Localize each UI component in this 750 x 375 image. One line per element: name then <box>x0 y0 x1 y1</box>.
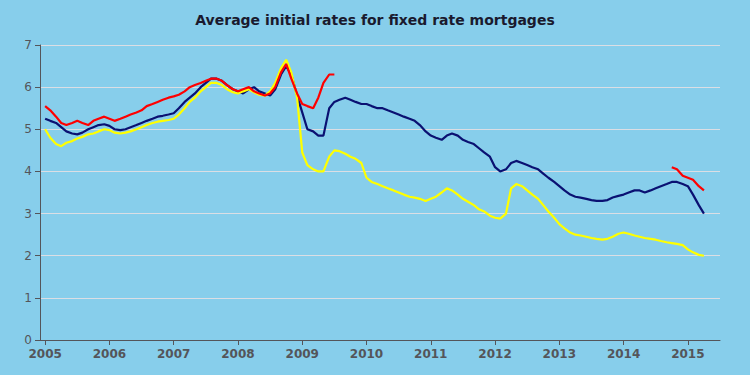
svg-text:4: 4 <box>24 164 32 178</box>
svg-text:2011: 2011 <box>414 347 447 361</box>
svg-text:2010: 2010 <box>350 347 383 361</box>
svg-text:5: 5 <box>24 122 32 136</box>
svg-text:2006: 2006 <box>93 347 126 361</box>
svg-text:2: 2 <box>24 249 32 263</box>
svg-text:2014: 2014 <box>607 347 640 361</box>
svg-text:3: 3 <box>24 207 32 221</box>
svg-text:2008: 2008 <box>221 347 254 361</box>
svg-text:2005: 2005 <box>28 347 61 361</box>
svg-text:2007: 2007 <box>157 347 190 361</box>
svg-text:7: 7 <box>24 38 32 52</box>
svg-text:1: 1 <box>24 291 32 305</box>
svg-text:2009: 2009 <box>286 347 319 361</box>
svg-text:6: 6 <box>24 80 32 94</box>
svg-text:2012: 2012 <box>478 347 511 361</box>
svg-text:2013: 2013 <box>543 347 576 361</box>
svg-text:2015: 2015 <box>671 347 704 361</box>
svg-text:Average initial rates for fixe: Average initial rates for fixed rate mor… <box>195 12 554 28</box>
svg-text:0: 0 <box>24 333 32 347</box>
